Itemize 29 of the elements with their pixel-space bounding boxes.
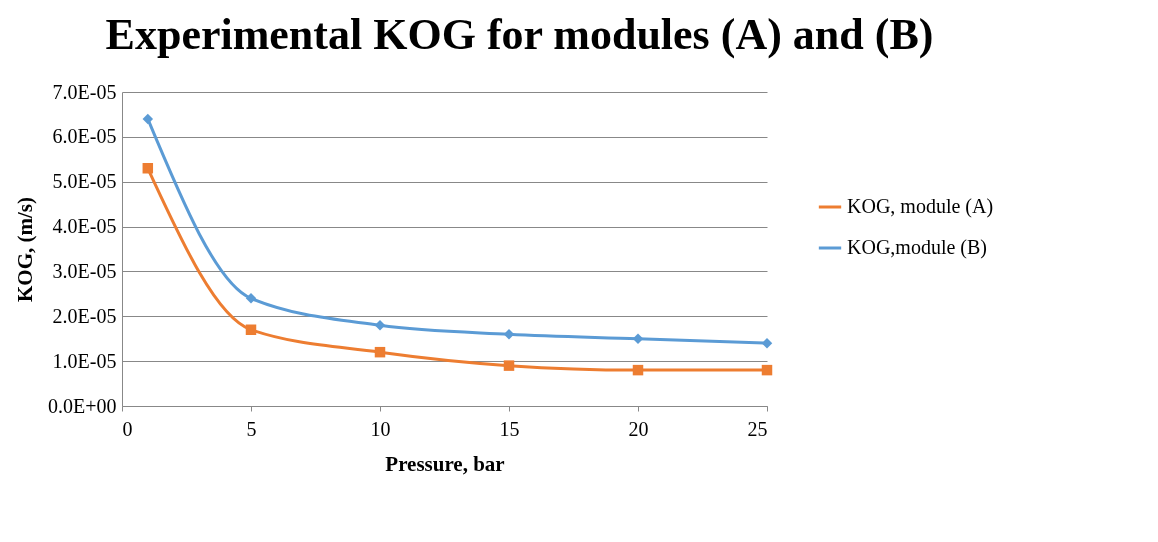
x-tick-label: 0 — [122, 417, 133, 440]
y-tick-label: 1.0E-05 — [52, 349, 117, 372]
y-tick-label: 2.0E-05 — [52, 304, 117, 327]
x-tick-label: 10 — [370, 417, 391, 440]
x-tick-label: 25 — [747, 417, 768, 440]
point — [245, 324, 257, 335]
x-tick-label: 15 — [499, 417, 520, 440]
legend-label: KOG, module (A) — [847, 195, 994, 218]
y-tick-label: 4.0E-05 — [52, 215, 117, 238]
y-tick-label: 0.0E+00 — [48, 394, 117, 417]
legend-label: KOG,module (B) — [847, 236, 987, 259]
point — [632, 364, 644, 376]
point — [142, 113, 154, 125]
x-axis-title: Pressure, bar — [385, 451, 505, 476]
point — [374, 320, 386, 331]
point — [761, 337, 773, 349]
point — [245, 293, 257, 304]
y-axis-title: KOG, (m/s) — [13, 197, 37, 302]
point — [374, 346, 386, 358]
point — [503, 360, 515, 371]
y-tick-label: 5.0E-05 — [52, 170, 117, 193]
point — [142, 163, 154, 174]
point — [761, 364, 773, 376]
y-tick-label: 3.0E-05 — [52, 259, 117, 282]
y-tick-label: 6.0E-05 — [52, 125, 117, 148]
chart-title: Experimental KOG for modules (A) and (B) — [105, 10, 934, 59]
x-tick-label: 20 — [628, 417, 649, 440]
x-tick-label: 5 — [246, 417, 257, 440]
y-tick-label: 7.0E-05 — [52, 80, 117, 103]
